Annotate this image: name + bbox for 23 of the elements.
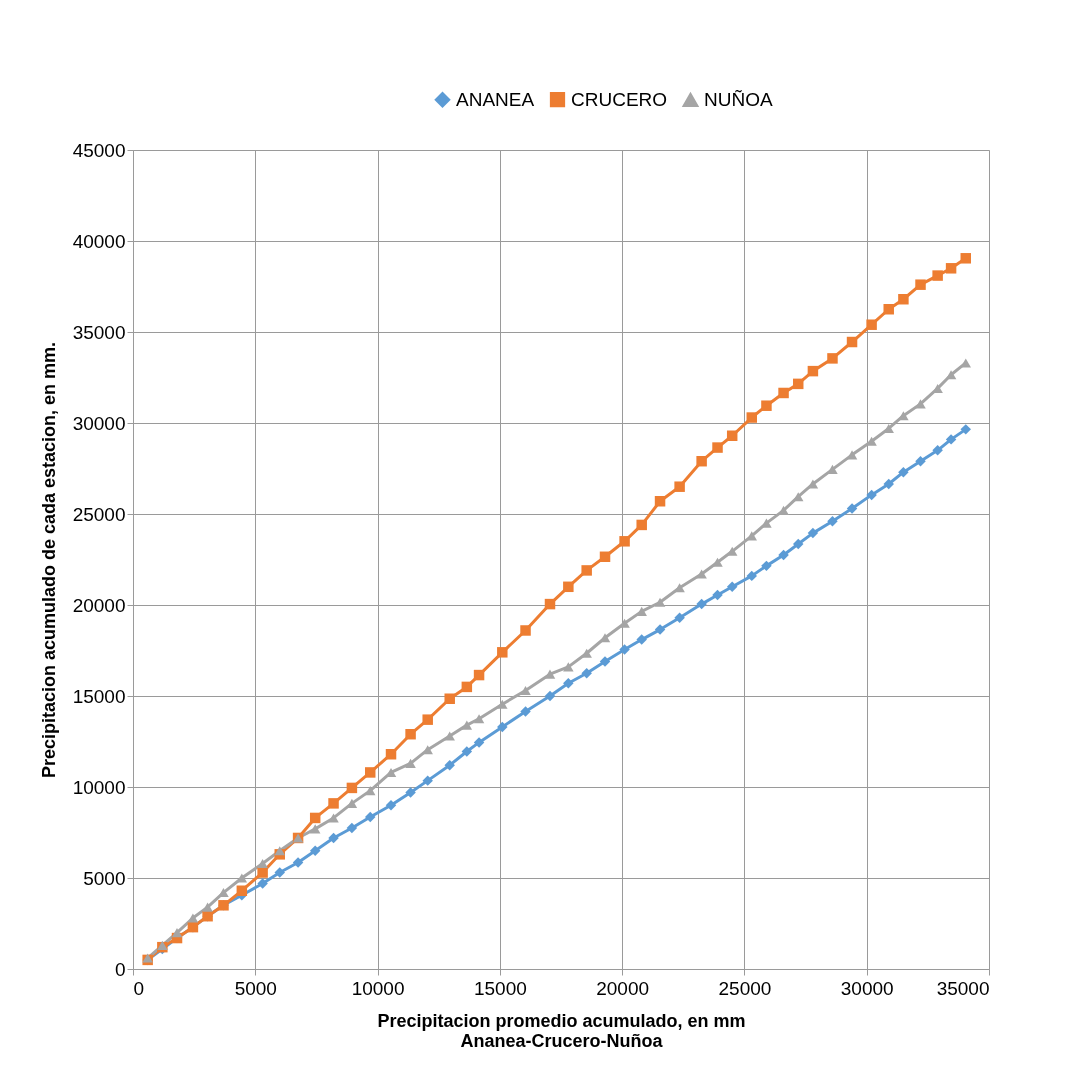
y-tick-label: 15000 [72,685,126,707]
x-tick-label: 10000 [351,977,405,999]
x-tick-label: 5000 [234,977,277,999]
x-tick-label: 15000 [473,977,527,999]
y-tick-label: 45000 [72,139,126,161]
legend-label: ANANEA [456,88,535,110]
y-tick-label: 35000 [72,321,126,343]
x-tick-label: 25000 [718,977,772,999]
x-tick-label: 0 [133,977,145,999]
y-tick-label: 25000 [72,503,126,525]
y-tick-label: 5000 [83,867,126,889]
y-axis-title: Precipitacion acumulado de cada estacion, en mm. [38,341,59,779]
x-tick-label: 30000 [840,977,894,999]
y-tick-label: 20000 [72,594,126,616]
x-axis-title: Precipitacion promedio acumulado, en mm Ananea-Crucero-Nuñoa [377,1010,746,1051]
y-tick-label: 30000 [72,412,126,434]
legend-label: NUÑOA [704,89,773,111]
x-tick-label: 35000 [936,977,990,999]
x-tick-label: 20000 [596,977,650,999]
legend-label: CRUCERO [571,88,668,110]
y-tick-label: 0 [114,958,126,980]
y-tick-label: 10000 [72,776,126,798]
y-tick-label: 40000 [72,230,126,252]
